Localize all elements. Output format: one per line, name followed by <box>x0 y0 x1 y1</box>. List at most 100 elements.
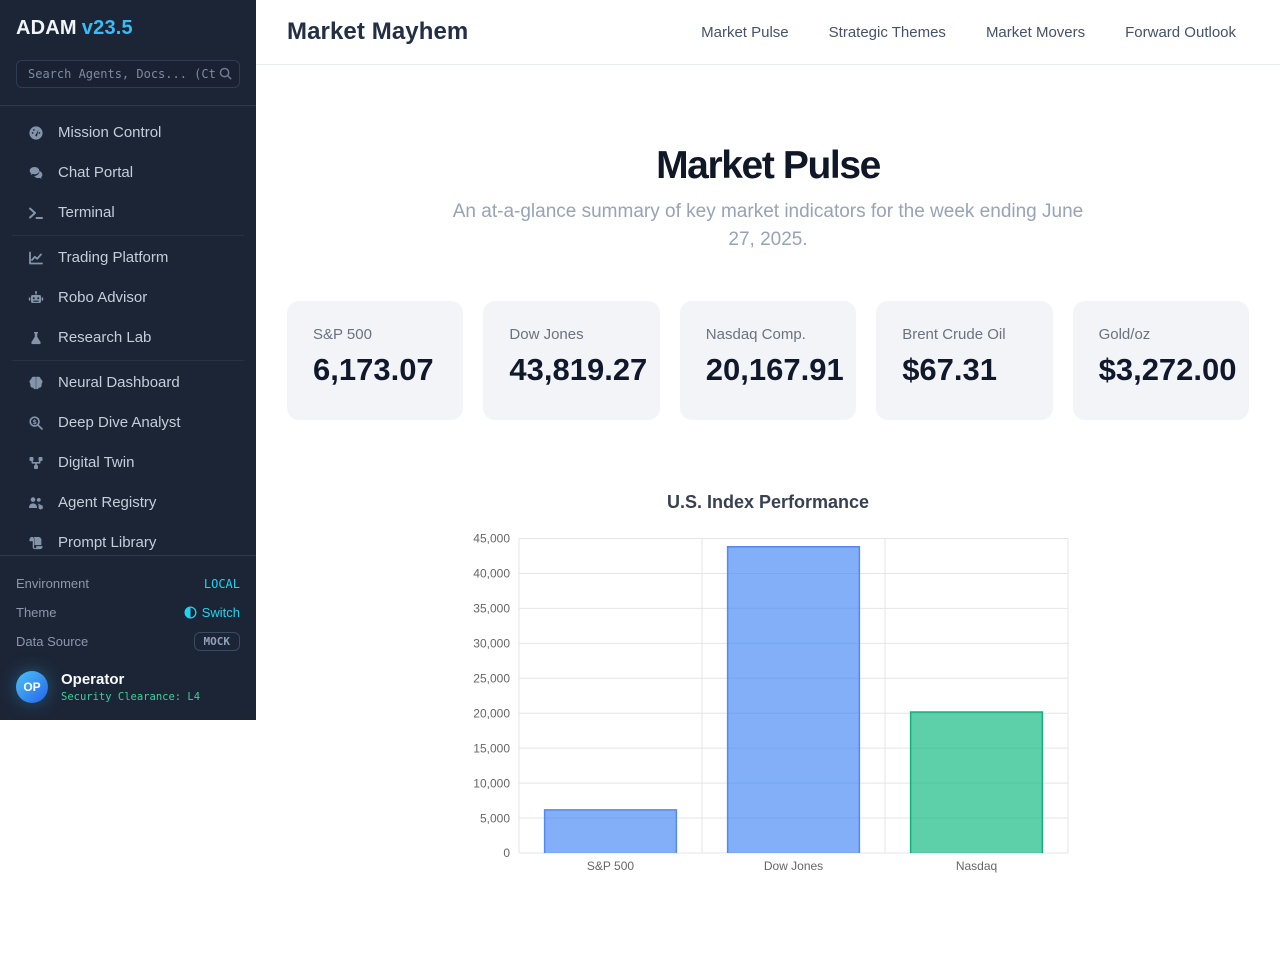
stat-label: S&P 500 <box>313 326 372 343</box>
sidebar-item-label: Trading Platform <box>58 249 169 267</box>
users-gear-icon <box>28 495 44 511</box>
stat-label: Brent Crude Oil <box>902 326 1006 343</box>
flask-icon <box>28 330 44 346</box>
sidebar-item-mission-control[interactable]: Mission Control <box>0 113 256 153</box>
svg-text:25,000: 25,000 <box>473 671 510 685</box>
theme-row: Theme Switch <box>16 598 240 627</box>
user-row[interactable]: OP Operator Security Clearance: L4 <box>16 671 240 703</box>
sidebar-divider <box>0 105 256 106</box>
svg-text:40,000: 40,000 <box>473 567 510 581</box>
stat-label: Gold/oz <box>1098 326 1151 343</box>
sidebar-item-digital-twin[interactable]: Digital Twin <box>0 443 256 483</box>
svg-text:Nasdaq: Nasdaq <box>956 859 997 873</box>
nav-link-market-movers[interactable]: Market Movers <box>985 23 1086 41</box>
environment-label: Environment <box>16 576 89 591</box>
half-moon-icon <box>184 606 197 619</box>
stat-value: 6,173.07 <box>313 352 434 387</box>
sidebar-item-terminal[interactable]: Terminal <box>0 193 256 233</box>
sidebar-item-research-lab[interactable]: Research Lab <box>0 318 256 358</box>
environment-value: LOCAL <box>203 576 240 591</box>
sidebar-item-robo-advisor[interactable]: Robo Advisor <box>0 278 256 318</box>
data-source-badge[interactable]: MOCK <box>193 632 240 651</box>
user-name: Operator <box>61 671 125 688</box>
sidebar-item-prompt-library[interactable]: Prompt Library <box>0 523 256 555</box>
brand-version: v23.5 <box>81 17 133 39</box>
data-source-row: Data Source MOCK <box>16 627 240 656</box>
nav-link-forward-outlook[interactable]: Forward Outlook <box>1125 23 1236 41</box>
chart-section: U.S. Index Performance 45,000 40,000 35,00… <box>256 492 1280 921</box>
sidebar-item-label: Terminal <box>58 204 115 222</box>
svg-text:0: 0 <box>503 846 510 860</box>
stat-value: 20,167.91 <box>705 352 844 387</box>
stat-card-dow-jones: Dow Jones 43,819.27 <box>483 301 660 420</box>
search-dollar-icon: $ <box>28 415 44 431</box>
app-logo: ADAM v23.5 <box>16 18 240 38</box>
chat-bubbles-icon <box>28 165 44 181</box>
sidebar-item-label: Chat Portal <box>58 164 134 182</box>
avatar: OP <box>16 671 48 703</box>
sidebar-nav: Mission Control Chat Portal Terminal <box>0 106 256 555</box>
stat-value: 43,819.27 <box>509 352 648 387</box>
hero-section: Market Pulse An at-a-glance summary of k… <box>256 65 1280 254</box>
nav-group-divider <box>12 234 244 236</box>
sidebar-item-deep-dive-analyst[interactable]: $ Deep Dive Analyst <box>0 403 256 443</box>
sidebar-item-chat-portal[interactable]: Chat Portal <box>0 153 256 193</box>
theme-switch-label: Switch <box>201 605 240 620</box>
sidebar-item-label: Robo Advisor <box>58 289 148 307</box>
sidebar-item-label: Prompt Library <box>58 534 157 552</box>
sidebar-item-neural-dashboard[interactable]: Neural Dashboard <box>0 363 256 403</box>
svg-text:S&P 500: S&P 500 <box>587 859 634 873</box>
sidebar-item-label: Neural Dashboard <box>58 374 180 392</box>
svg-text:45,000: 45,000 <box>473 532 510 546</box>
stat-value: $67.31 <box>902 352 998 387</box>
main-content: Market Mayhem Market Pulse Strategic The… <box>256 0 1280 960</box>
svg-text:Dow Jones: Dow Jones <box>764 859 823 873</box>
stat-value: $3,272.00 <box>1098 352 1237 387</box>
theme-label: Theme <box>16 605 57 620</box>
index-performance-chart: 45,000 40,000 35,000 30,000 25,000 20,000 15,0… <box>473 532 1069 873</box>
top-header: Market Mayhem Market Pulse Strategic The… <box>256 0 1280 65</box>
terminal-icon <box>28 205 44 221</box>
user-clearance: Security Clearance: L4 <box>61 691 201 703</box>
theme-switch-button[interactable]: Switch <box>184 605 240 620</box>
gauge-icon <box>28 125 44 141</box>
environment-row: Environment LOCAL <box>16 569 240 598</box>
sidebar-item-label: Digital Twin <box>58 454 135 472</box>
data-source-label: Data Source <box>16 634 89 649</box>
network-nodes-icon <box>28 455 44 471</box>
svg-text:35,000: 35,000 <box>473 602 510 616</box>
search-icon <box>218 66 233 86</box>
header-nav: Market Pulse Strategic Themes Market Mov… <box>701 24 1236 41</box>
page-subtitle: An at-a-glance summary of key market ind… <box>452 201 1084 250</box>
sidebar-item-agent-registry[interactable]: Agent Registry <box>0 483 256 523</box>
nav-group-divider <box>12 359 244 361</box>
chart-title: U.S. Index Performance <box>666 492 870 512</box>
search-input[interactable] <box>16 60 240 88</box>
stat-card-brent-crude: Brent Crude Oil $67.31 <box>876 301 1053 420</box>
svg-text:30,000: 30,000 <box>473 637 510 651</box>
stat-card-nasdaq: Nasdaq Comp. 20,167.91 <box>679 301 857 420</box>
stat-card-sp500: S&P 500 6,173.07 <box>287 301 464 420</box>
sidebar-item-trading-platform[interactable]: Trading Platform <box>0 238 256 278</box>
svg-text:5,000: 5,000 <box>480 811 510 825</box>
svg-text:20,000: 20,000 <box>473 706 510 720</box>
nav-link-strategic-themes[interactable]: Strategic Themes <box>828 23 946 41</box>
svg-text:$: $ <box>32 418 37 426</box>
svg-text:10,000: 10,000 <box>473 776 510 790</box>
svg-text:15,000: 15,000 <box>473 741 510 755</box>
sidebar-item-label: Deep Dive Analyst <box>58 414 181 432</box>
sidebar-item-label: Mission Control <box>58 124 162 142</box>
stat-card-gold: Gold/oz $3,272.00 <box>1072 301 1249 420</box>
sidebar-footer: Environment LOCAL Theme Switch Data Sour… <box>0 555 256 720</box>
stat-label: Dow Jones <box>509 326 584 343</box>
chart-line-icon <box>28 250 44 266</box>
page-title: Market Pulse <box>656 144 881 187</box>
stat-cards: S&P 500 6,173.07 Dow Jones 43,819.27 Nas… <box>287 301 1249 420</box>
scroll-icon <box>28 535 44 551</box>
stat-label: Nasdaq Comp. <box>705 326 806 343</box>
brain-icon <box>28 375 44 391</box>
sidebar-item-label: Agent Registry <box>58 494 157 512</box>
site-title: Market Mayhem <box>287 18 469 45</box>
nav-link-market-pulse[interactable]: Market Pulse <box>701 23 789 41</box>
